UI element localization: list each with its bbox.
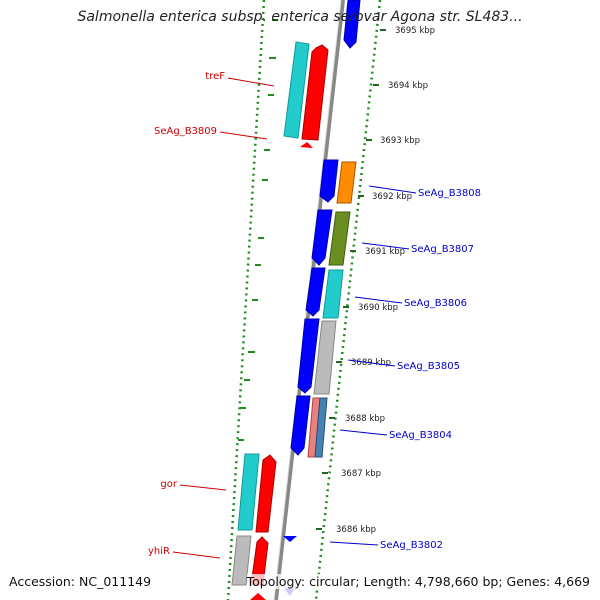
gene-label-SeAg_B3809[interactable]: SeAg_B3809 [154, 126, 217, 137]
gene-label-SeAg_B3805[interactable]: SeAg_B3805 [397, 361, 460, 372]
gene-label-SeAg_B3808[interactable]: SeAg_B3808 [418, 188, 481, 199]
gene-SeAg_B3806[interactable] [322, 269, 344, 319]
gene-blue-top[interactable] [343, 0, 361, 49]
right-gene-labels: SeAg_B3808 SeAg_B3807 SeAg_B3806 SeAg_B3… [380, 188, 481, 551]
accession-text: Accession: NC_011149 [9, 574, 152, 589]
gene-label-SeAg_B3804[interactable]: SeAg_B3804 [389, 430, 452, 441]
gene-blue-3808[interactable] [319, 159, 339, 203]
reverse-strand-genes [231, 0, 361, 600]
gene-label-gor[interactable]: gor [160, 479, 177, 490]
gc-skew-marks [238, 19, 278, 441]
right-leader-lines [329, 185, 417, 546]
left-leader-lines [172, 77, 275, 559]
gene-SeAg_B3805[interactable] [313, 320, 337, 395]
gene-grey-yhiR-region[interactable] [231, 535, 252, 586]
gene-treF[interactable] [301, 44, 329, 141]
gene-gor[interactable] [255, 454, 277, 533]
tick-label: 3686 kbp [336, 525, 376, 535]
gene-small-blue-arrow[interactable] [283, 536, 297, 542]
tick-label: 3693 kbp [380, 136, 420, 146]
topology-summary: Topology: circular; Length: 4,798,660 bp… [246, 574, 590, 589]
map-title: Salmonella enterica subsp. enterica sero… [77, 9, 523, 25]
gene-label-yhiR[interactable]: yhiR [148, 546, 170, 557]
gene-SeAg_B3808[interactable] [336, 161, 357, 204]
gene-label-treF[interactable]: treF [205, 71, 225, 82]
left-gene-labels: treF SeAg_B3809 gor yhiR [148, 71, 225, 557]
gene-SeAg_B3804[interactable] [314, 397, 328, 458]
gene-label-SeAg_B3802[interactable]: SeAg_B3802 [380, 540, 443, 551]
gene-small-red-arrow[interactable] [300, 142, 313, 148]
tick-label: 3694 kbp [388, 81, 428, 91]
gene-blue-3804[interactable] [290, 395, 311, 456]
gene-cyan-treF-region[interactable] [283, 41, 310, 139]
scale-ticks [316, 29, 386, 530]
gc-outer-right-line [314, 0, 382, 600]
tick-label: 3695 kbp [395, 26, 435, 36]
tick-label: 3687 kbp [341, 469, 381, 479]
tick-label: 3690 kbp [358, 303, 398, 313]
tick-label: 3691 kbp [365, 247, 405, 257]
tick-label: 3692 kbp [372, 192, 412, 202]
gc-outer-left-line [226, 0, 266, 600]
gene-blue-3806[interactable] [305, 267, 326, 317]
forward-strand-genes [290, 159, 357, 458]
gene-label-SeAg_B3807[interactable]: SeAg_B3807 [411, 244, 474, 255]
gene-cyan-gor-region[interactable] [237, 453, 260, 531]
gene-blue-3807[interactable] [311, 209, 333, 266]
gene-blue-3805[interactable] [297, 318, 320, 394]
gene-label-SeAg_B3806[interactable]: SeAg_B3806 [404, 298, 467, 309]
gene-SeAg_B3807[interactable] [328, 211, 351, 266]
tick-label: 3688 kbp [345, 414, 385, 424]
